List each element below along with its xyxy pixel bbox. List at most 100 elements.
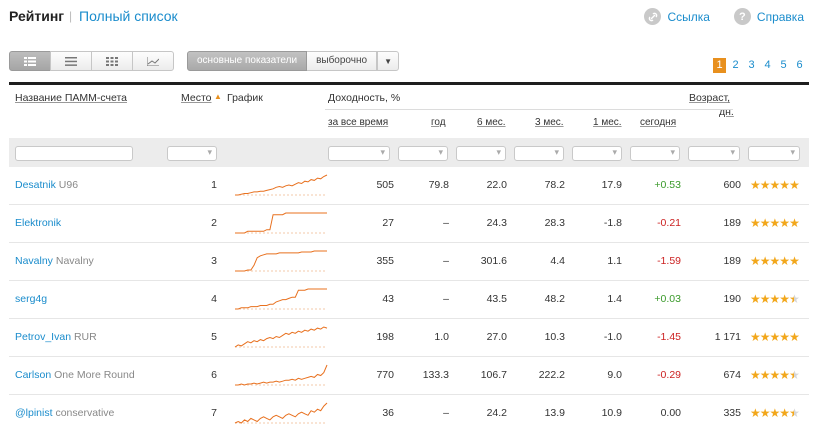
col-yield-header: Доходность, % (328, 92, 401, 104)
help-icon[interactable]: ? (733, 8, 751, 25)
star-icon: ★ (779, 368, 790, 382)
place-filter-select[interactable] (167, 146, 217, 161)
account-name-link[interactable]: Desatnik (15, 179, 56, 191)
6m-value: 22.0 (486, 179, 507, 191)
table-row[interactable]: Carlson One More Round 6 770 133.3 106.7 222.… (9, 357, 809, 395)
3m-value: 78.2 (544, 179, 565, 191)
table-row[interactable]: @lpinist conservative 7 36 – 24.2 13.9 10.9 0.0… (9, 395, 809, 431)
age-value: 190 (723, 293, 741, 305)
page-3[interactable]: 3 (748, 59, 755, 71)
grid-view-button[interactable] (9, 51, 51, 71)
account-name-link[interactable]: @lpinist (15, 407, 53, 419)
account-name-link[interactable]: Navalny (15, 255, 53, 267)
help-label[interactable]: Справка (756, 9, 804, 24)
performance-sparkline (234, 402, 328, 424)
1m-value: 1.1 (607, 255, 622, 267)
today-value: -1.45 (657, 331, 681, 343)
star-icon: ★ (769, 330, 781, 344)
col-1m-header[interactable]: 1 мес. (593, 117, 622, 128)
col-today-header[interactable]: сегодня (640, 117, 677, 128)
rank-value: 3 (211, 255, 217, 267)
account-name-link[interactable]: Elektronik (15, 217, 62, 229)
3m-filter-select[interactable] (514, 146, 564, 161)
account-name-cell: Carlson One More Round (15, 369, 135, 381)
1m-value: 9.0 (607, 369, 622, 381)
title-separator: | (69, 9, 73, 23)
1m-value: -1.0 (603, 331, 622, 343)
today-value: 0.00 (660, 407, 681, 419)
rank-value: 2 (211, 217, 217, 229)
table-row[interactable]: Elektronik 2 27–24.3 28.3 -1.8 -0.21 189 ★★★★★ (9, 205, 809, 243)
table-row[interactable]: Petrov_Ivan RUR 5 198 1.0 27.0 10.3 -1.0 -1.45 1… (9, 319, 809, 357)
star-icon: ★ (779, 406, 790, 420)
star-icon: ★ (750, 406, 761, 420)
all-time-value: 43 (382, 293, 394, 305)
star-icon: ★ (769, 254, 781, 268)
account-name-cell: Navalny Navalny (15, 255, 94, 267)
col-6m-header[interactable]: 6 мес. (477, 117, 506, 128)
performance-sparkline (234, 326, 328, 348)
star-icon: ★ (750, 292, 761, 306)
6m-filter-select[interactable] (456, 146, 506, 161)
star-icon: ★ (750, 216, 761, 230)
star-icon: ★ (750, 330, 761, 344)
page-5[interactable]: 5 (780, 59, 787, 71)
pagination: 1 2 3 4 5 6 (713, 58, 806, 73)
tile-view-button[interactable] (91, 51, 133, 71)
rating-stars: ★★★★★ (750, 216, 800, 230)
all-time-value: 770 (376, 369, 394, 381)
main-indicators-tab[interactable]: основные показатели (187, 51, 308, 71)
1m-value: 1.4 (607, 293, 622, 305)
table-row[interactable]: serg4g 4 43–43.5 48.2 1.4 +0.03 190 ★★★★★ (9, 281, 809, 319)
col-all-time-header[interactable]: за все время (328, 117, 389, 128)
all-time-value: 27 (382, 217, 394, 229)
sparkline-line (235, 364, 328, 386)
list-view-button[interactable] (50, 51, 92, 71)
age-value: 335 (723, 407, 741, 419)
star-icon: ★ (789, 330, 800, 344)
col-age-unit[interactable]: дн. (719, 106, 734, 118)
full-list-link[interactable]: Полный список (79, 8, 178, 24)
all-time-filter-select[interactable] (328, 146, 390, 161)
account-name-cell: @lpinist conservative (15, 407, 114, 419)
col-3m-header[interactable]: 3 мес. (535, 117, 564, 128)
account-name-link[interactable]: Petrov_Ivan (15, 331, 72, 343)
page-4[interactable]: 4 (764, 59, 771, 71)
age-value: 189 (723, 217, 741, 229)
link-label[interactable]: Ссылка (667, 9, 710, 24)
account-name-link[interactable]: Carlson (15, 369, 52, 381)
performance-sparkline (235, 288, 327, 310)
custom-indicators-tab[interactable]: выборочно (307, 51, 378, 71)
page-2[interactable]: 2 (732, 59, 739, 71)
table-row[interactable]: Desatnik U96 1 505 79.8 22.0 78.2 17.9 +0.53 600… (9, 167, 809, 205)
star-icon: ★ (789, 368, 800, 382)
col-age-header[interactable]: Возраст, (689, 92, 731, 104)
triangle-down-icon: ▼ (384, 56, 393, 66)
account-name-link[interactable]: serg4g (15, 293, 48, 305)
age-filter-select[interactable] (688, 146, 740, 161)
rating-filter-select[interactable] (748, 146, 800, 161)
today-filter-select[interactable] (630, 146, 680, 161)
name-filter-input[interactable] (15, 146, 133, 161)
rating-stars: ★★★★★ (750, 406, 800, 420)
link-icon[interactable] (644, 8, 662, 25)
table-row[interactable]: Navalny Navalny 3 355 – 301.6 4.4 1.1 -1.59 189 ★… (9, 243, 809, 281)
dropdown-button[interactable]: ▼ (377, 51, 400, 71)
1m-filter-select[interactable] (572, 146, 622, 161)
star-icon: ★ (779, 330, 790, 344)
page-1[interactable]: 1 (713, 58, 726, 73)
year-filter-select[interactable] (398, 146, 448, 161)
col-name-header[interactable]: Название ПАММ-счета (15, 92, 128, 104)
rank-value: 1 (211, 179, 217, 191)
col-place-header[interactable]: Место (181, 92, 212, 104)
sparkline-line (235, 174, 328, 196)
tile-view-icon (106, 56, 118, 66)
age-value: 600 (723, 179, 741, 191)
star-icon: ★ (759, 292, 771, 306)
star-icon: ★ (759, 330, 771, 344)
chart-view-button[interactable] (132, 51, 174, 71)
today-value: +0.53 (654, 179, 681, 191)
performance-sparkline (235, 364, 328, 386)
page-6[interactable]: 6 (796, 59, 803, 71)
col-year-header[interactable]: год (431, 117, 446, 128)
